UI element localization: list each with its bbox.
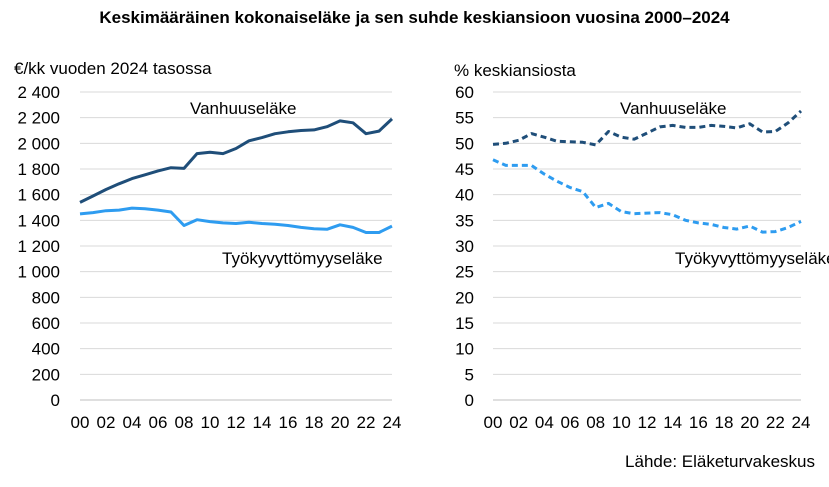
x-tick-label: 10: [612, 413, 631, 432]
y-tick-label: 600: [32, 314, 60, 333]
series-label-vanhuuselake: Vanhuuseläke: [190, 99, 297, 118]
y-tick-label: 2 200: [17, 109, 60, 128]
x-tick-label: 14: [253, 413, 272, 432]
y-tick-label: 35: [455, 211, 474, 230]
x-tick-label: 24: [792, 413, 811, 432]
chart-title: Keskimääräinen kokonaiseläke ja sen suhd…: [99, 8, 730, 27]
y-axis-label: % keskiansiosta: [454, 61, 576, 80]
x-tick-label: 02: [509, 413, 528, 432]
x-tick-label: 04: [123, 413, 142, 432]
x-tick-label: 20: [331, 413, 350, 432]
series-line-tyokyvyttomyyselake: [492, 158, 802, 234]
x-tick-label: 16: [279, 413, 298, 432]
series-label-vanhuuselake: Vanhuuseläke: [620, 99, 727, 118]
y-tick-label: 45: [455, 160, 474, 179]
x-tick-label: 14: [663, 413, 682, 432]
x-tick-label: 16: [689, 413, 708, 432]
y-tick-label: 55: [455, 109, 474, 128]
y-axis-label: €/kk vuoden 2024 tasossa: [14, 59, 212, 78]
y-tick-label: 30: [455, 237, 474, 256]
x-tick-label: 20: [740, 413, 759, 432]
series-line-tyokyvyttomyyselake: [79, 206, 393, 234]
series-label-tyokyvyttomyyselake: Työkyvyttömyyseläke: [222, 249, 383, 268]
y-tick-label: 2 400: [17, 83, 60, 102]
x-tick-label: 06: [149, 413, 168, 432]
y-tick-label: 40: [455, 186, 474, 205]
y-tick-label: 5: [465, 365, 474, 384]
y-tick-label: 60: [455, 83, 474, 102]
y-tick-label: 1 200: [17, 237, 60, 256]
x-tick-label: 08: [586, 413, 605, 432]
x-tick-label: 18: [715, 413, 734, 432]
x-tick-label: 22: [766, 413, 785, 432]
x-tick-label: 10: [201, 413, 220, 432]
x-tick-label: 02: [97, 413, 116, 432]
x-tick-label: 12: [638, 413, 657, 432]
y-tick-label: 0: [51, 391, 60, 410]
y-tick-label: 200: [32, 365, 60, 384]
y-tick-label: 10: [455, 340, 474, 359]
series-label-tyokyvyttomyyselake: Työkyvyttömyyseläke: [675, 249, 829, 268]
y-tick-label: 0: [465, 391, 474, 410]
y-tick-label: 1 000: [17, 263, 60, 282]
x-tick-label: 18: [305, 413, 324, 432]
y-tick-label: 800: [32, 288, 60, 307]
x-tick-label: 12: [227, 413, 246, 432]
y-tick-label: 400: [32, 340, 60, 359]
y-tick-label: 20: [455, 288, 474, 307]
x-tick-label: 22: [357, 413, 376, 432]
y-tick-label: 15: [455, 314, 474, 333]
chart-panel-percent: % keskiansiosta 0 5 10 15 20 25 30 35 40 45 50 55 60 0…: [454, 61, 829, 432]
series-line-vanhuuselake: [492, 109, 803, 147]
x-tick-label: 08: [175, 413, 194, 432]
y-tick-label: 50: [455, 134, 474, 153]
y-tick-label: 1 400: [17, 211, 60, 230]
x-tick-label: 00: [484, 413, 503, 432]
y-tick-label: 1 600: [17, 186, 60, 205]
series-line-vanhuuselake: [79, 117, 394, 204]
x-tick-label: 04: [535, 413, 554, 432]
source-note: Lähde: Eläketurvakeskus: [625, 452, 815, 471]
y-tick-label: 2 000: [17, 134, 60, 153]
x-tick-label: 24: [383, 413, 402, 432]
y-tick-label: 25: [455, 263, 474, 282]
x-tick-label: 06: [561, 413, 580, 432]
y-tick-label: 1 800: [17, 160, 60, 179]
x-tick-label: 00: [71, 413, 90, 432]
